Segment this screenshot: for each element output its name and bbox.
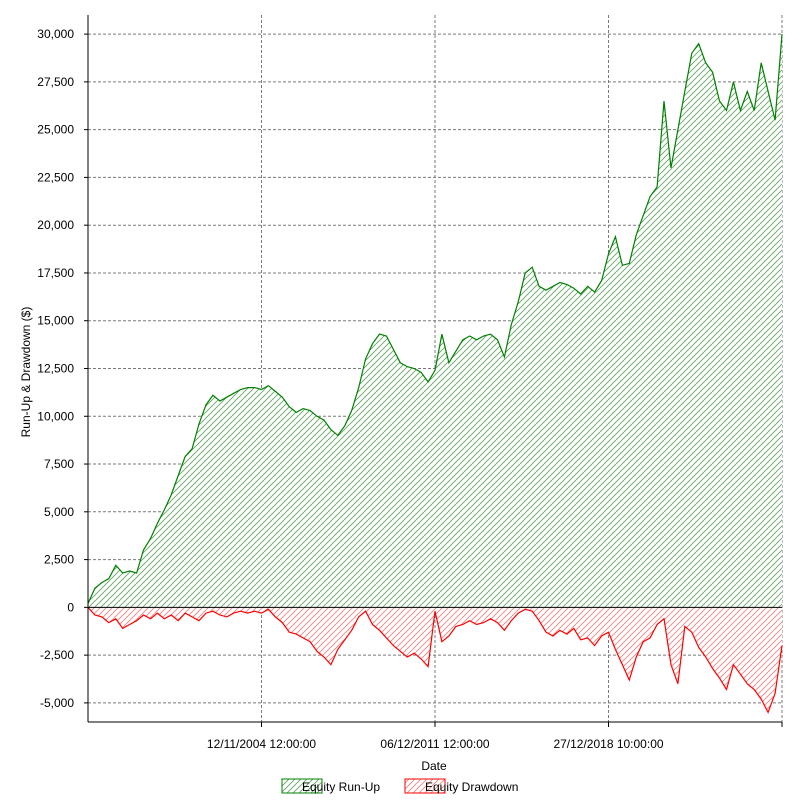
y-tick-label: 5,000 — [44, 505, 74, 519]
x-tick-label: 12/11/2004 12:00:00 — [207, 737, 317, 751]
y-tick-label: 7,500 — [44, 457, 74, 471]
y-tick-label: 20,000 — [37, 218, 74, 232]
series-line-1 — [87, 606, 783, 714]
legend-label-1: Equity Drawdown — [425, 780, 518, 794]
y-tick-label: 2,500 — [44, 553, 74, 567]
legend: Equity Run-Up Equity Drawdown — [281, 778, 518, 794]
x-axis-title: Date — [421, 759, 447, 773]
y-tick-label: -2,500 — [40, 648, 74, 662]
y-tick-label: 27,500 — [37, 75, 74, 89]
x-tick-label: 27/12/2018 10:00:00 — [553, 737, 663, 751]
axes — [84, 15, 783, 727]
y-tick-label: 17,500 — [37, 266, 74, 280]
legend-label-0: Equity Run-Up — [302, 780, 380, 794]
y-tick-label: 22,500 — [37, 170, 74, 184]
y-tick-label: 0 — [67, 600, 74, 614]
legend-swatch-1 — [404, 778, 446, 794]
y-tick-label: 15,000 — [37, 314, 74, 328]
legend-swatch-0 — [281, 778, 323, 794]
series-lines — [87, 34, 783, 714]
y-tick-label: 12,500 — [37, 362, 74, 376]
y-tick-label: -5,000 — [40, 696, 74, 710]
tick-labels: -5,000 -2,500 0 2,500 5,000 7,500 10,000 12,500… — [37, 27, 664, 751]
series-area-0 — [88, 34, 782, 608]
y-tick-label: 25,000 — [37, 123, 74, 137]
series-line-0 — [87, 34, 783, 604]
y-axis-title: Run-Up & Drawdown ($) — [19, 307, 33, 438]
series-area-1 — [88, 607, 782, 713]
plot-areas — [88, 34, 782, 713]
x-tick-label: 06/12/2011 12:00:00 — [380, 737, 490, 751]
y-tick-label: 30,000 — [37, 27, 74, 41]
y-tick-label: 10,000 — [37, 409, 74, 423]
